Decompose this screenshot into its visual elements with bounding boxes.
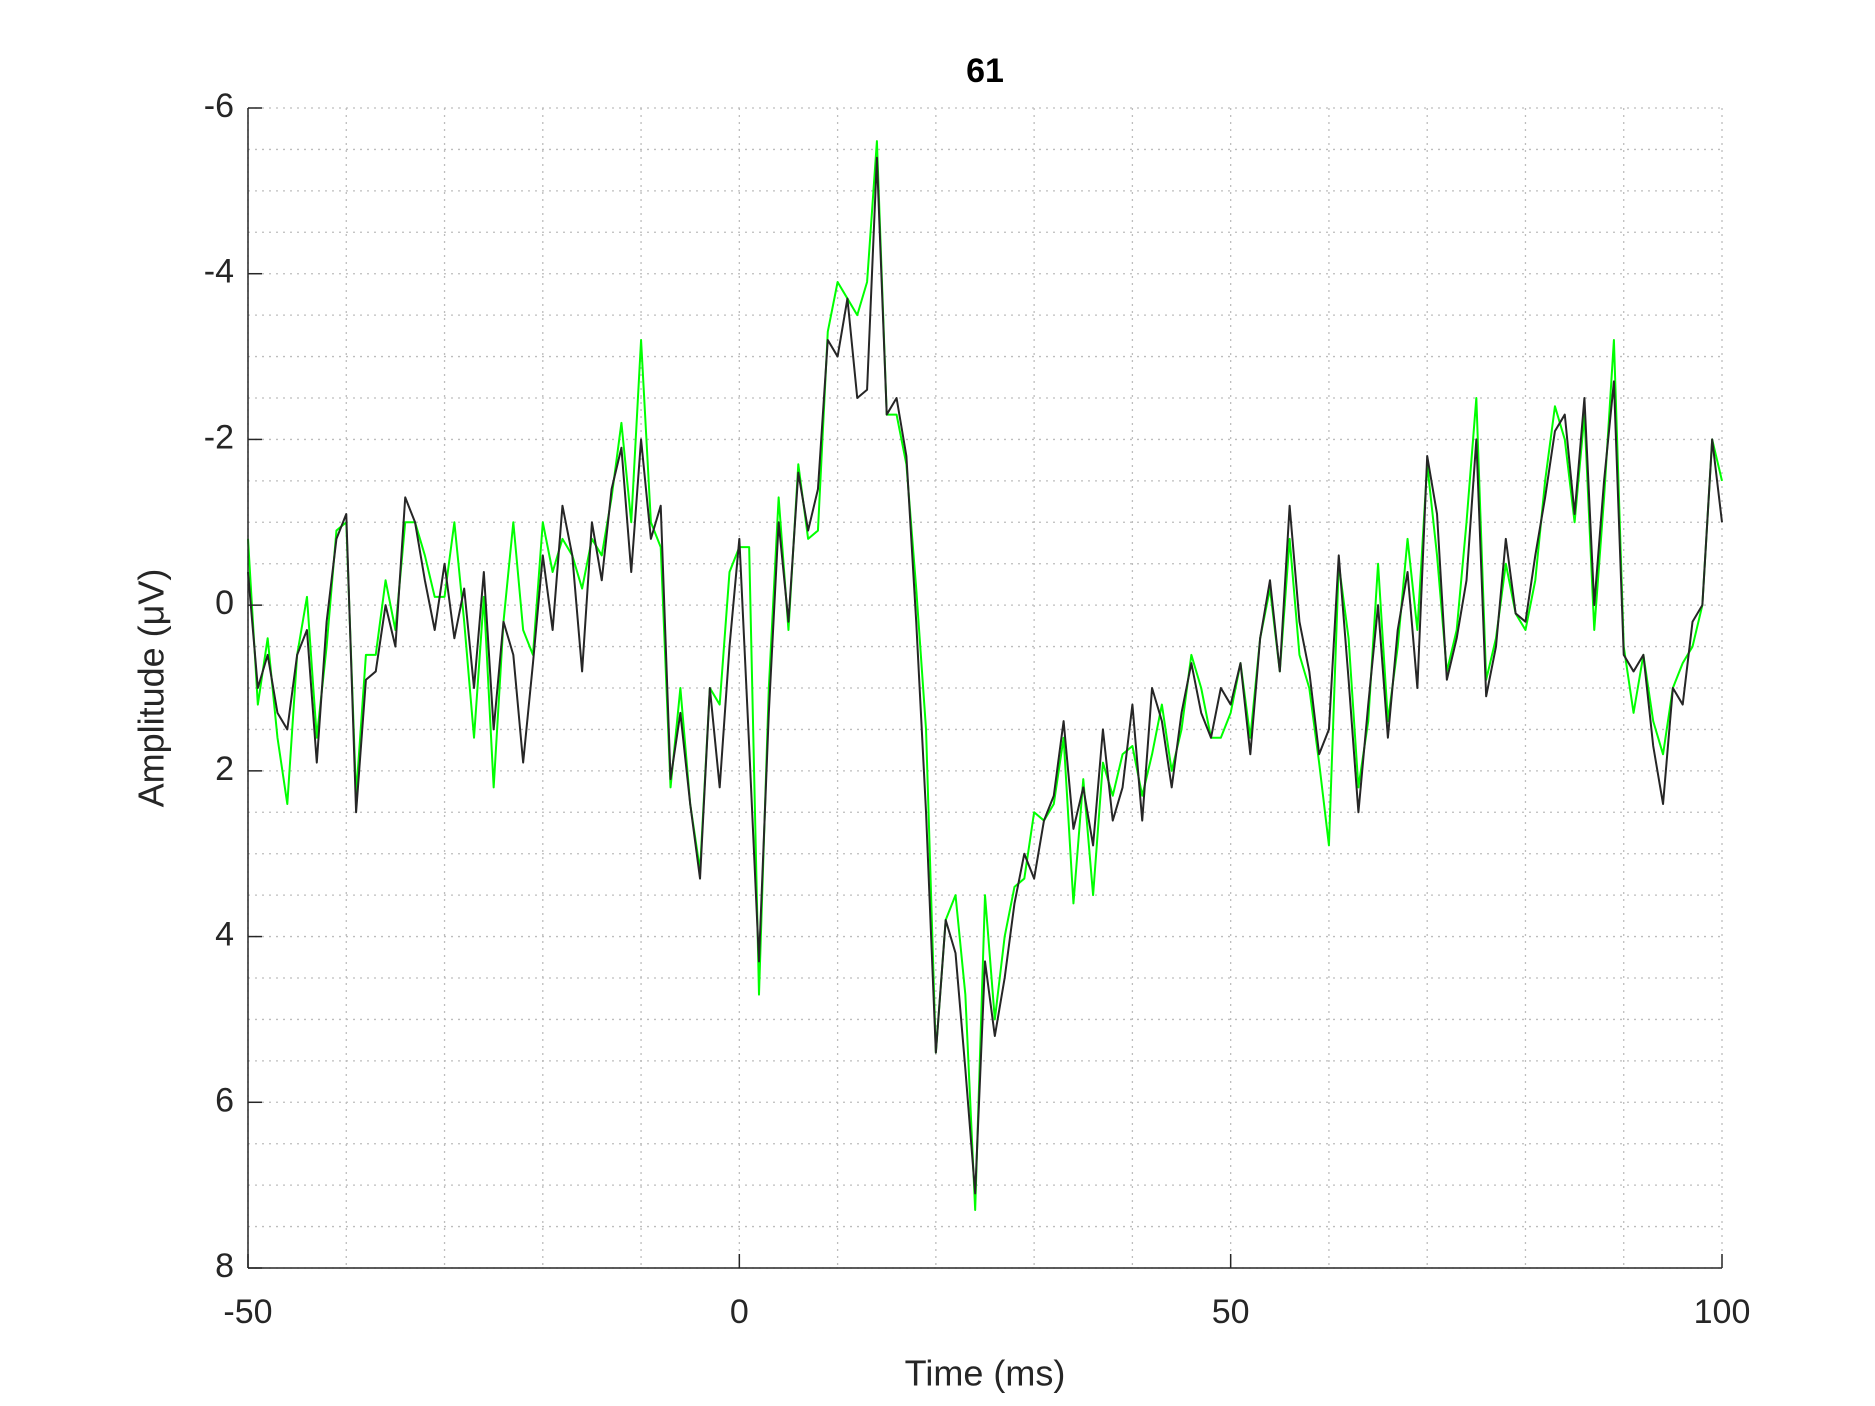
x-tick-label: 50 — [1212, 1293, 1250, 1331]
y-axis-label: Amplitude (μV) — [131, 569, 172, 808]
y-tick-label: -2 — [204, 418, 234, 456]
series-line — [247, 156, 1723, 1195]
y-tick-label: 0 — [215, 584, 234, 622]
plot-lines — [247, 140, 1723, 1211]
y-tick-label: 4 — [215, 916, 234, 954]
x-tick-label: -50 — [223, 1293, 272, 1331]
y-tick-label: -6 — [204, 87, 234, 125]
axes: -50 0 50 100 -6 -4 -2 0 2 4 6 8 — [204, 87, 1751, 1331]
series-line — [247, 140, 1723, 1211]
x-axis-label: Time (ms) — [905, 1353, 1066, 1394]
chart-title: 61 — [966, 52, 1004, 90]
y-tick-label: 2 — [215, 750, 234, 788]
y-tick-label: 8 — [215, 1247, 234, 1285]
y-tick-label: 6 — [215, 1081, 234, 1119]
y-tick-label: -4 — [204, 253, 234, 291]
x-tick-label: 0 — [730, 1293, 749, 1331]
x-tick-label: 100 — [1694, 1293, 1751, 1331]
